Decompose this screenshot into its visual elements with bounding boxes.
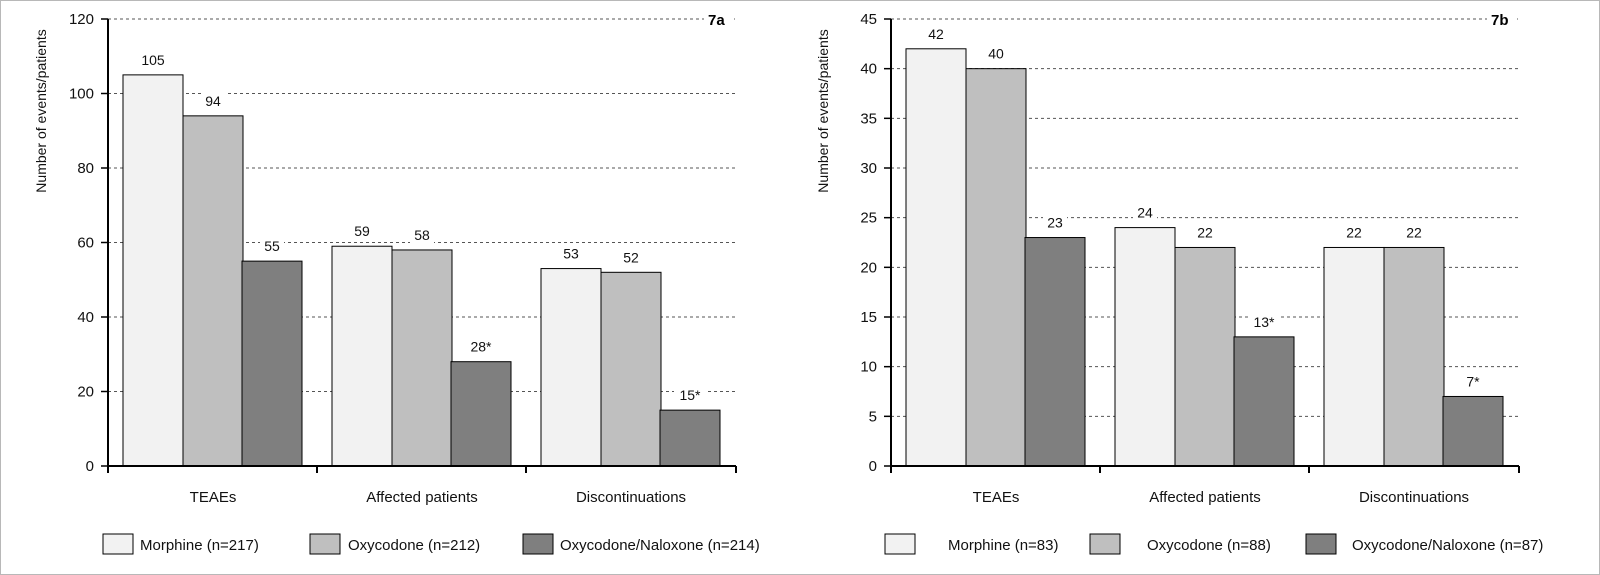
category-label: Discontinuations [1359, 489, 1469, 506]
bar [1174, 246, 1236, 467]
data-label: 22 [1346, 224, 1362, 240]
y-tick-label: 120 [69, 11, 94, 28]
y-tick-label: 10 [860, 359, 877, 376]
data-label-bg [924, 24, 948, 43]
y-tick-label: 60 [77, 235, 94, 252]
data-label-bg [410, 225, 434, 244]
y-tick-label: 100 [69, 86, 94, 103]
data-label: 105 [141, 52, 165, 68]
category-label: TEAEs [973, 489, 1020, 506]
y-axis-title: Number of events/patients [815, 29, 831, 192]
bar [1323, 246, 1385, 467]
panel-label: 7a [708, 12, 725, 29]
data-label: 53 [563, 246, 579, 262]
data-label: 52 [623, 249, 639, 265]
bar [965, 68, 1027, 467]
legend-label: Morphine (n=217) [140, 537, 259, 554]
bar [331, 245, 393, 467]
y-tick-label: 30 [860, 160, 877, 177]
data-label: 13* [1253, 314, 1275, 330]
legend-swatch [1305, 533, 1337, 555]
category-label: Affected patients [1149, 489, 1260, 506]
y-axis-title: Number of events/patients [33, 29, 49, 192]
y-tick-label: 45 [860, 11, 877, 28]
data-label-bg [1342, 223, 1366, 242]
data-label-bg [1133, 203, 1157, 222]
bar [122, 74, 184, 467]
bar [540, 268, 602, 467]
y-tick-label: 5 [869, 408, 877, 425]
bar [241, 260, 303, 467]
legend-swatch [522, 533, 554, 555]
bar [450, 361, 512, 467]
y-tick-label: 15 [860, 309, 877, 326]
legend-label: Morphine (n=83) [948, 537, 1058, 554]
data-label: 40 [988, 46, 1004, 62]
data-label-bg [137, 50, 169, 69]
y-tick-label: 20 [860, 259, 877, 276]
data-label: 23 [1047, 215, 1063, 231]
bar [182, 115, 244, 467]
data-label-bg [559, 244, 583, 263]
bar [1383, 246, 1445, 467]
panel-label-bg [1487, 9, 1517, 29]
bar [1114, 227, 1176, 467]
category-label: TEAEs [190, 489, 237, 506]
data-label: 7* [1466, 373, 1480, 389]
data-label: 58 [414, 227, 430, 243]
data-label: 28* [470, 339, 492, 355]
y-tick-label: 35 [860, 110, 877, 127]
bar [391, 249, 453, 467]
bar [1233, 336, 1295, 467]
data-label: 22 [1197, 224, 1213, 240]
legend-swatch [884, 533, 916, 555]
data-label: 55 [264, 238, 280, 254]
category-label: Discontinuations [576, 489, 686, 506]
legend-swatch [1089, 533, 1121, 555]
legend-label: Oxycodone (n=212) [348, 537, 480, 554]
bar [659, 409, 721, 467]
data-label-bg [465, 337, 497, 356]
bar [905, 48, 967, 467]
y-tick-label: 0 [86, 458, 94, 475]
data-label: 15* [679, 387, 701, 403]
bar [1442, 395, 1504, 467]
data-label-bg [619, 248, 643, 267]
data-label: 22 [1406, 224, 1422, 240]
y-tick-label: 25 [860, 210, 877, 227]
bar [1024, 237, 1086, 467]
category-label: Affected patients [366, 489, 477, 506]
data-label: 24 [1137, 205, 1153, 221]
legend-label: Oxycodone (n=88) [1147, 537, 1271, 554]
legend-swatch [102, 533, 134, 555]
data-label-bg [260, 237, 284, 256]
data-label-bg [674, 386, 706, 405]
data-label: 42 [928, 26, 944, 42]
legend-swatch [309, 533, 341, 555]
y-tick-label: 80 [77, 160, 94, 177]
y-tick-label: 40 [77, 309, 94, 326]
data-label-bg [201, 91, 225, 110]
legend-label: Oxycodone/Naloxone (n=87) [1352, 537, 1543, 554]
data-label-bg [350, 222, 374, 241]
data-label-bg [984, 44, 1008, 63]
bar [600, 271, 662, 467]
legend-label: Oxycodone/Naloxone (n=214) [560, 537, 760, 554]
data-label: 59 [354, 223, 370, 239]
data-label-bg [1402, 223, 1426, 242]
data-label-bg [1461, 372, 1485, 391]
data-label: 94 [205, 93, 221, 109]
y-tick-label: 20 [77, 384, 94, 401]
panel-label-bg [704, 9, 734, 29]
y-tick-label: 0 [869, 458, 877, 475]
data-label-bg [1043, 213, 1067, 232]
y-tick-label: 40 [860, 61, 877, 78]
panel-label: 7b [1491, 12, 1509, 29]
data-label-bg [1248, 312, 1280, 331]
data-label-bg [1193, 223, 1217, 242]
